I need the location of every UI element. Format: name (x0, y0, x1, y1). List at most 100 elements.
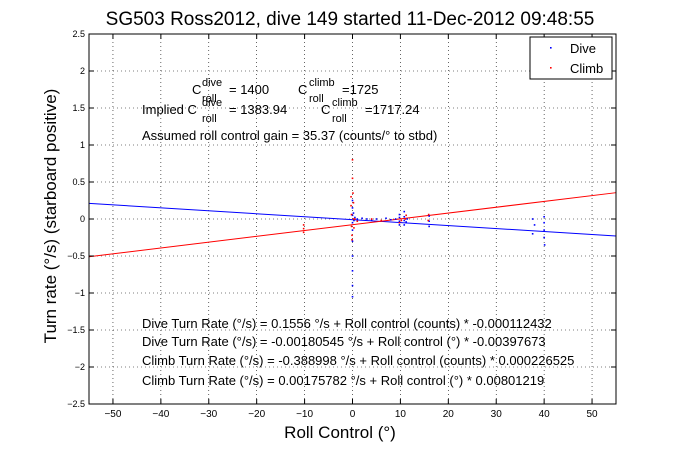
data-point-dive (543, 221, 545, 224)
x-tick-label: −30 (200, 409, 217, 420)
y-tick-label: 0.5 (72, 177, 85, 187)
implied-prefix: Implied C (142, 102, 197, 117)
data-point-climb (370, 218, 373, 220)
data-point-climb (352, 201, 355, 204)
legend-box (529, 36, 613, 80)
data-point-climb (351, 159, 354, 161)
data-point-climb (400, 219, 403, 222)
y-tick-label: 2.5 (72, 29, 85, 39)
data-point-climb (356, 220, 359, 223)
data-point-dive (353, 219, 355, 222)
fit-equations: Dive Turn Rate (°/s) = 0.1556 °/s + Roll… (142, 316, 574, 388)
data-point-dive (351, 221, 354, 224)
data-point-dive (403, 224, 406, 226)
y-tick-label: −2.5 (67, 399, 85, 409)
y-tick-label: −1.5 (67, 325, 85, 335)
croll-dive-c: C (192, 82, 201, 97)
y-tick-label: 2 (80, 66, 85, 76)
x-tick-label: 0 (350, 409, 356, 420)
y-tick-label: 1.5 (72, 103, 85, 113)
implied-climb-value: =1717.24 (365, 102, 420, 117)
data-point-dive (351, 270, 354, 272)
x-tick-label: −20 (248, 409, 265, 420)
data-point-climb (405, 214, 407, 217)
data-point-climb (350, 196, 352, 198)
data-point-climb (398, 221, 401, 224)
y-tick-label: −0.5 (67, 251, 85, 261)
legend: Dive Climb (529, 36, 613, 80)
chart-title: SG503 Ross2012, dive 149 started 11-Dec-… (106, 9, 595, 30)
data-point-dive (351, 284, 354, 287)
data-point-dive (351, 255, 354, 257)
data-point-climb (302, 227, 305, 230)
data-point-climb (352, 192, 354, 194)
data-point-dive (398, 220, 401, 223)
data-point-dive (351, 214, 354, 217)
x-tick-label: 20 (443, 409, 455, 420)
data-point-dive (354, 216, 356, 219)
data-point-climb (352, 218, 355, 220)
croll-annotation: C dive roll = 1400 C climb roll =1725 Im… (142, 77, 437, 143)
croll-dive-sup: dive (202, 77, 222, 89)
fit-equation-4: Climb Turn Rate (°/s) = 0.00175782 °/s +… (142, 373, 544, 388)
x-tick-label: 40 (539, 409, 551, 420)
data-point-climb (351, 234, 353, 237)
legend-label-climb: Climb (570, 61, 603, 76)
axis-ticks: −50 −40 −30 −20 −10 0 10 20 30 40 50−2.5−2−1.5−1−0… (67, 29, 616, 420)
data-point-dive (351, 199, 354, 202)
data-point-climb (350, 225, 353, 228)
gain-annotation: Assumed roll control gain = 35.37 (count… (142, 128, 437, 143)
y-tick-label: 1 (80, 140, 85, 150)
y-tick-label: −1 (75, 288, 85, 298)
data-point-dive (390, 218, 392, 221)
data-point-dive (543, 236, 545, 239)
data-point-dive (394, 218, 397, 220)
croll-climb-sup: climb (309, 77, 335, 89)
data-point-dive (533, 224, 536, 226)
data-point-dive (531, 233, 534, 235)
data-point-climb (354, 218, 356, 220)
data-point-climb (351, 177, 354, 180)
data-point-climb (380, 219, 383, 222)
fit-line-climb-fit (88, 192, 617, 258)
legend-label-dive: Dive (570, 41, 596, 56)
data-point-dive (406, 218, 408, 220)
fit-equation-3: Climb Turn Rate (°/s) = -0.388998 °/s + … (142, 353, 574, 368)
fit-equation-2: Dive Turn Rate (°/s) = -0.00180545 °/s +… (142, 334, 546, 349)
x-tick-label: −10 (296, 409, 313, 420)
data-point-dive (398, 216, 401, 219)
data-point-dive (428, 220, 430, 223)
x-tick-label: −40 (152, 409, 169, 420)
x-tick-label: 30 (491, 409, 503, 420)
data-point-dive (428, 225, 430, 228)
data-point-dive (351, 240, 354, 242)
data-point-dive (351, 295, 354, 298)
fit-line-dive-fit (88, 202, 617, 237)
data-point-climb (350, 213, 353, 216)
fit-equation-1: Dive Turn Rate (°/s) = 0.1556 °/s + Roll… (142, 316, 552, 331)
x-tick-label: 50 (586, 409, 598, 420)
data-point-dive (403, 219, 406, 222)
data-point-dive (356, 218, 359, 220)
data-point-dive (398, 213, 401, 216)
data-point-dive (351, 207, 354, 209)
data-point-dive (366, 218, 368, 220)
legend-marker-dive (550, 47, 552, 49)
y-tick-label: 0 (80, 214, 85, 224)
implied-dive-sub: roll (202, 113, 217, 125)
data-point-dive (405, 221, 407, 223)
data-point-climb (302, 224, 305, 226)
data-point-dive (543, 215, 545, 218)
data-point-dive (543, 244, 546, 246)
implied-climb-sub: roll (332, 113, 347, 125)
data-point-dive (352, 212, 355, 214)
croll-climb-value: =1725 (342, 82, 379, 97)
data-point-dive (398, 224, 401, 226)
data-point-dive (361, 217, 363, 220)
data-point-dive (531, 218, 534, 220)
croll-dive-value: = 1400 (229, 82, 269, 97)
data-point-dive (351, 229, 354, 231)
data-point-dive (403, 215, 406, 218)
data-point-climb (351, 238, 353, 241)
